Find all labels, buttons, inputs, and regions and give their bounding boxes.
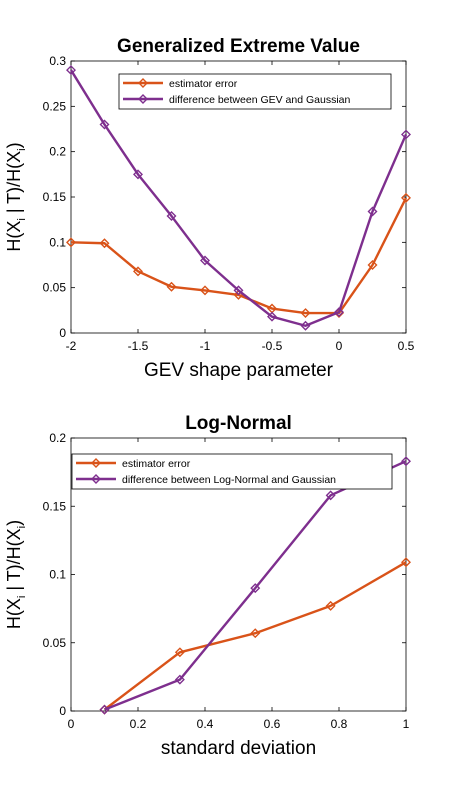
x-tick-label: 0.4 — [197, 717, 214, 731]
legend: estimator error difference between GEV an… — [118, 73, 392, 110]
x-axis-label: GEV shape parameter — [144, 360, 334, 381]
series-point — [334, 307, 344, 318]
y-tick-label: 0.1 — [49, 568, 66, 582]
x-axis-label: standard deviation — [161, 738, 316, 759]
legend-box — [118, 73, 392, 110]
legend: estimator error difference between Log-No… — [71, 453, 393, 490]
y-tick-label: 0.2 — [49, 431, 66, 445]
series-point — [99, 238, 110, 249]
series-point — [133, 169, 143, 180]
series-point — [200, 255, 210, 266]
series-point — [250, 583, 261, 594]
y-tick-label: 0.1 — [49, 235, 66, 249]
y-tick-label: 0.05 — [43, 281, 67, 295]
chart-title: Log-Normal — [185, 413, 292, 434]
series-point — [367, 206, 378, 217]
series-point — [66, 237, 76, 248]
x-tick-label: 0.5 — [398, 339, 415, 353]
series-point — [300, 308, 311, 319]
chart-1: -2 -1.5 -1 -0.5 0 0.5 0 0.05 0.1 0.15 0.2 0.25 0.3 Ge… — [4, 36, 415, 381]
series-point — [401, 192, 411, 203]
y-tick-label: 0.25 — [43, 99, 67, 113]
series-point — [300, 320, 311, 331]
series-point — [174, 647, 185, 658]
x-tick-label: -2 — [66, 339, 77, 353]
series-point — [325, 600, 336, 611]
series-point — [166, 281, 177, 292]
series-point — [401, 129, 411, 140]
x-tick-label: -0.5 — [262, 339, 283, 353]
legend-box — [71, 453, 393, 490]
series-point — [401, 557, 411, 568]
series-point — [367, 260, 378, 270]
series-point — [325, 490, 336, 501]
series-line — [103, 561, 407, 711]
series-point — [133, 266, 143, 277]
series-point — [250, 628, 261, 639]
x-tick-label: 0 — [336, 339, 343, 353]
series-point — [401, 456, 411, 467]
x-tick-label: 0.2 — [130, 717, 147, 731]
y-tick-label: 0.15 — [43, 190, 67, 204]
series-point — [166, 211, 177, 222]
series-line — [69, 69, 408, 327]
series-point — [99, 119, 110, 130]
y-tick-label: 0.05 — [43, 636, 67, 650]
y-axis-label: H(Xi | T)/H(Xi) — [4, 142, 28, 251]
x-tick-label: 0 — [68, 717, 75, 731]
y-tick-label: 0 — [59, 704, 66, 718]
chart-title: Generalized Extreme Value — [117, 36, 360, 57]
y-tick-label: 0.2 — [49, 145, 66, 159]
chart-2: 0 0.2 0.4 0.6 0.8 1 0 0.05 0.1 0.15 0.2 Log-Normal s… — [4, 413, 411, 759]
x-tick-label: -1 — [200, 339, 211, 353]
legend-marker — [138, 78, 148, 88]
y-axis-label: H(Xi | T)/H(Xi) — [4, 520, 28, 629]
series-point — [200, 285, 210, 296]
legend-label: difference between Log-Normal and Gaussi… — [122, 474, 336, 486]
legend-label: estimator error — [122, 458, 191, 470]
series-point — [99, 704, 110, 715]
series-point — [233, 285, 244, 296]
legend-label: difference between GEV and Gaussian — [169, 94, 351, 106]
series-point — [66, 65, 76, 76]
y-tick-label: 0.3 — [49, 54, 66, 68]
y-tick-label: 0.15 — [43, 499, 67, 513]
x-tick-label: -1.5 — [128, 339, 149, 353]
series-point — [174, 674, 185, 685]
y-tick-label: 0 — [59, 326, 66, 340]
legend-marker — [91, 458, 101, 468]
x-tick-label: 1 — [403, 717, 410, 731]
series-point — [267, 311, 277, 322]
legend-label: estimator error — [169, 78, 238, 90]
legend-marker — [138, 94, 148, 104]
legend-marker — [91, 474, 101, 484]
x-tick-label: 0.6 — [264, 717, 281, 731]
x-tick-label: 0.8 — [331, 717, 348, 731]
